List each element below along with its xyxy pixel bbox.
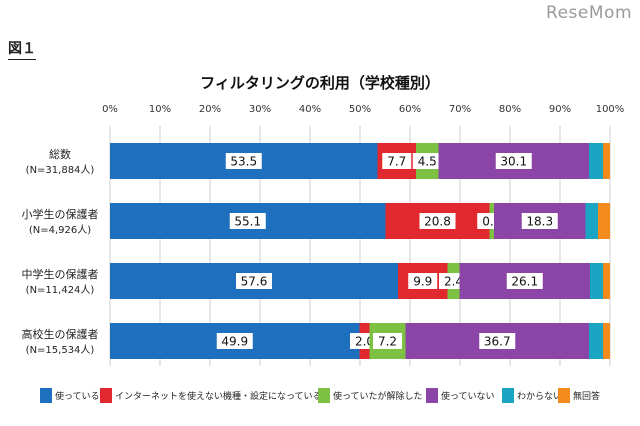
- data-label: 49.9: [221, 335, 248, 349]
- data-label: 26.1: [511, 275, 538, 289]
- x-tick-label: 70%: [449, 104, 471, 115]
- category-n-label: (N=11,424人): [26, 284, 95, 296]
- data-label-box: [412, 153, 442, 169]
- legend-label: インターネットを使えない機種・設定になっている: [115, 390, 322, 402]
- figure-label: 図１: [8, 38, 36, 60]
- x-tick-label: 50%: [349, 104, 371, 115]
- data-label: 55.1: [234, 215, 261, 229]
- data-label-box: [373, 333, 402, 349]
- data-label: 36.7: [484, 335, 511, 349]
- data-label: 30.1: [500, 155, 527, 169]
- data-label: 2.4: [444, 275, 463, 289]
- bar-segment: [598, 203, 610, 239]
- data-label-box: [382, 153, 412, 169]
- x-tick-label: 10%: [149, 104, 171, 115]
- legend-swatch: [40, 388, 52, 403]
- data-label: 7.7: [387, 155, 406, 169]
- legend-swatch: [558, 388, 570, 403]
- data-label: 4.5: [418, 155, 437, 169]
- chart-title: フィルタリングの利用（学校種別）: [200, 74, 440, 92]
- x-tick-label: 0%: [102, 104, 118, 115]
- legend-label: 使っていたが解除した: [333, 390, 423, 402]
- data-label-box: [408, 273, 438, 289]
- x-tick-label: 60%: [399, 104, 421, 115]
- bar-segment: [590, 263, 603, 299]
- bar-segment: [603, 263, 610, 299]
- data-label: 20.8: [424, 215, 451, 229]
- data-label: 18.3: [526, 215, 553, 229]
- legend-label: 使っていない: [441, 390, 495, 402]
- x-tick-label: 80%: [499, 104, 521, 115]
- legend-label: 使っている: [55, 390, 100, 402]
- data-label-box: [419, 213, 456, 229]
- data-label-box: [236, 273, 272, 289]
- data-label-box: [495, 153, 532, 169]
- category-label: 小学生の保護者: [22, 207, 99, 221]
- x-tick-label: 100%: [596, 104, 625, 115]
- data-label: 9.9: [413, 275, 432, 289]
- legend-swatch: [100, 388, 112, 403]
- data-label: 53.5: [230, 155, 257, 169]
- data-label-box: [225, 153, 262, 169]
- x-tick-label: 40%: [299, 104, 321, 115]
- data-label-box: [521, 213, 558, 229]
- bar-segment: [589, 323, 603, 359]
- x-tick-label: 30%: [249, 104, 271, 115]
- legend-swatch: [502, 388, 514, 403]
- bar-segment: [589, 143, 603, 179]
- data-label-box: [216, 333, 253, 349]
- category-n-label: (N=31,884人): [26, 164, 95, 176]
- legend-swatch: [318, 388, 330, 403]
- bar-segment: [603, 323, 610, 359]
- x-tick-label: 20%: [199, 104, 221, 115]
- category-label: 中学生の保護者: [22, 267, 99, 281]
- bar-segment: [585, 203, 598, 239]
- legend-label: わからない: [517, 391, 562, 402]
- data-label: 7.2: [378, 335, 397, 349]
- category-n-label: (N=4,926人): [29, 224, 91, 236]
- data-label-box: [229, 213, 266, 229]
- legend-label: 無回答: [573, 390, 600, 402]
- watermark: ReseMom: [546, 3, 632, 23]
- x-tick-label: 90%: [549, 104, 571, 115]
- data-label-box: [479, 333, 516, 349]
- data-label-box: [506, 273, 543, 289]
- category-label: 高校生の保護者: [22, 327, 99, 341]
- bar-segment: [603, 143, 610, 179]
- category-n-label: (N=15,534人): [26, 344, 95, 356]
- category-label: 総数: [49, 147, 71, 161]
- legend-swatch: [426, 388, 438, 403]
- data-label: 57.6: [241, 275, 268, 289]
- data-label: 2.0: [355, 335, 374, 349]
